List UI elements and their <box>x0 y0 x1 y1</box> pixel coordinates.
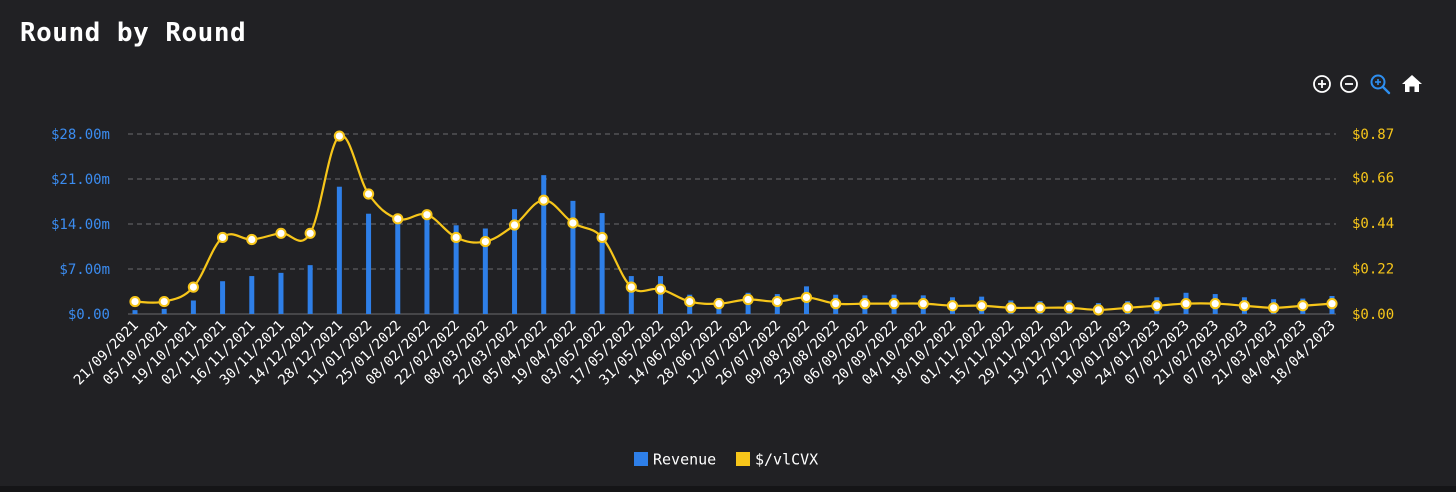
legend-swatch <box>736 452 750 466</box>
price-point <box>1005 302 1017 314</box>
grid <box>128 133 1336 315</box>
price-point <box>976 300 988 312</box>
revenue-bar <box>453 225 459 314</box>
price-point <box>946 300 959 312</box>
bottom-strip <box>0 486 1456 492</box>
revenue-bar <box>628 276 634 314</box>
price-point <box>187 281 199 293</box>
price-point <box>1092 304 1105 316</box>
legend-label: Revenue <box>653 451 716 469</box>
price-point <box>1151 300 1163 312</box>
revenue-bar <box>512 209 518 314</box>
left-tick-label: $21.00m <box>51 172 110 188</box>
left-tick-label: $0.00 <box>68 307 110 323</box>
left-tick-label: $14.00m <box>51 217 110 233</box>
right-tick-label: $0.44 <box>1352 216 1394 232</box>
price-point <box>246 233 258 246</box>
price-point <box>450 231 462 244</box>
price-point <box>538 194 550 206</box>
revenue-bar <box>658 276 664 314</box>
revenue-bar <box>395 217 401 314</box>
price-point <box>1238 300 1251 312</box>
revenue-bar <box>307 265 313 314</box>
price-point <box>1209 298 1221 310</box>
price-point <box>742 293 754 306</box>
revenue-bar <box>220 281 226 314</box>
revenue-bars <box>132 175 1335 314</box>
chart-toolbar <box>1310 72 1430 98</box>
x-axis: 21/09/202105/10/202119/10/202102/11/2021… <box>71 318 1339 389</box>
revenue-bar <box>132 310 138 314</box>
price-point <box>625 281 637 293</box>
price-point <box>1034 302 1046 314</box>
price-point <box>1326 298 1338 310</box>
zoom-in-icon[interactable] <box>1310 72 1334 96</box>
price-point <box>216 231 229 244</box>
legend-label: $/vlCVX <box>755 451 818 469</box>
home-icon[interactable] <box>1400 72 1424 96</box>
price-point <box>362 188 375 200</box>
right-tick-label: $0.66 <box>1352 170 1394 186</box>
revenue-bar <box>541 175 547 314</box>
page-title: Round by Round <box>20 18 247 48</box>
price-point <box>479 235 491 248</box>
price-point <box>917 298 929 310</box>
left-axis: $0.00 $7.00m $14.00m $21.00m $28.00m <box>51 127 110 323</box>
price-point <box>508 219 521 231</box>
price-point <box>800 291 813 304</box>
left-tick-label: $28.00m <box>51 127 110 143</box>
revenue-bar <box>570 200 576 314</box>
price-point <box>275 227 287 239</box>
magnifier-icon[interactable] <box>1368 72 1392 96</box>
price-point <box>158 295 170 308</box>
price-point <box>713 298 725 310</box>
price-point <box>888 298 900 310</box>
revenue-bar <box>599 213 605 314</box>
legend[interactable]: Revenue $/vlCVX <box>634 451 818 469</box>
price-point <box>1180 298 1192 310</box>
price-point <box>830 298 842 310</box>
price-point <box>304 227 316 239</box>
price-point <box>596 231 608 244</box>
price-point <box>129 295 141 308</box>
revenue-bar <box>424 214 430 314</box>
price-line-path <box>134 134 1333 311</box>
revenue-bar <box>161 308 167 314</box>
right-tick-label: $0.22 <box>1352 261 1394 277</box>
price-point <box>392 213 404 225</box>
price-point <box>421 209 433 221</box>
price-point <box>859 298 871 310</box>
revenue-bar <box>336 186 342 314</box>
revenue-bar <box>366 213 372 314</box>
price-point <box>684 295 696 308</box>
revenue-bar <box>190 300 196 314</box>
price-point <box>771 295 783 308</box>
right-axis: $0.00 $0.22 $0.44 $0.66 $0.87 <box>1352 127 1394 323</box>
revenue-bar <box>249 276 255 314</box>
zoom-out-icon[interactable] <box>1337 72 1361 96</box>
revenue-bar <box>482 228 488 314</box>
price-point <box>1297 300 1309 312</box>
price-point <box>1063 302 1075 314</box>
price-point <box>1268 302 1280 314</box>
legend-swatch <box>634 452 648 466</box>
price-point <box>567 217 579 229</box>
price-line <box>129 130 1338 316</box>
left-tick-label: $7.00m <box>59 262 110 278</box>
right-tick-label: $0.87 <box>1352 127 1394 143</box>
price-point <box>1122 302 1134 314</box>
price-point <box>333 130 345 142</box>
revenue-bar <box>278 272 284 314</box>
right-tick-label: $0.00 <box>1352 307 1394 323</box>
price-point <box>654 283 667 295</box>
